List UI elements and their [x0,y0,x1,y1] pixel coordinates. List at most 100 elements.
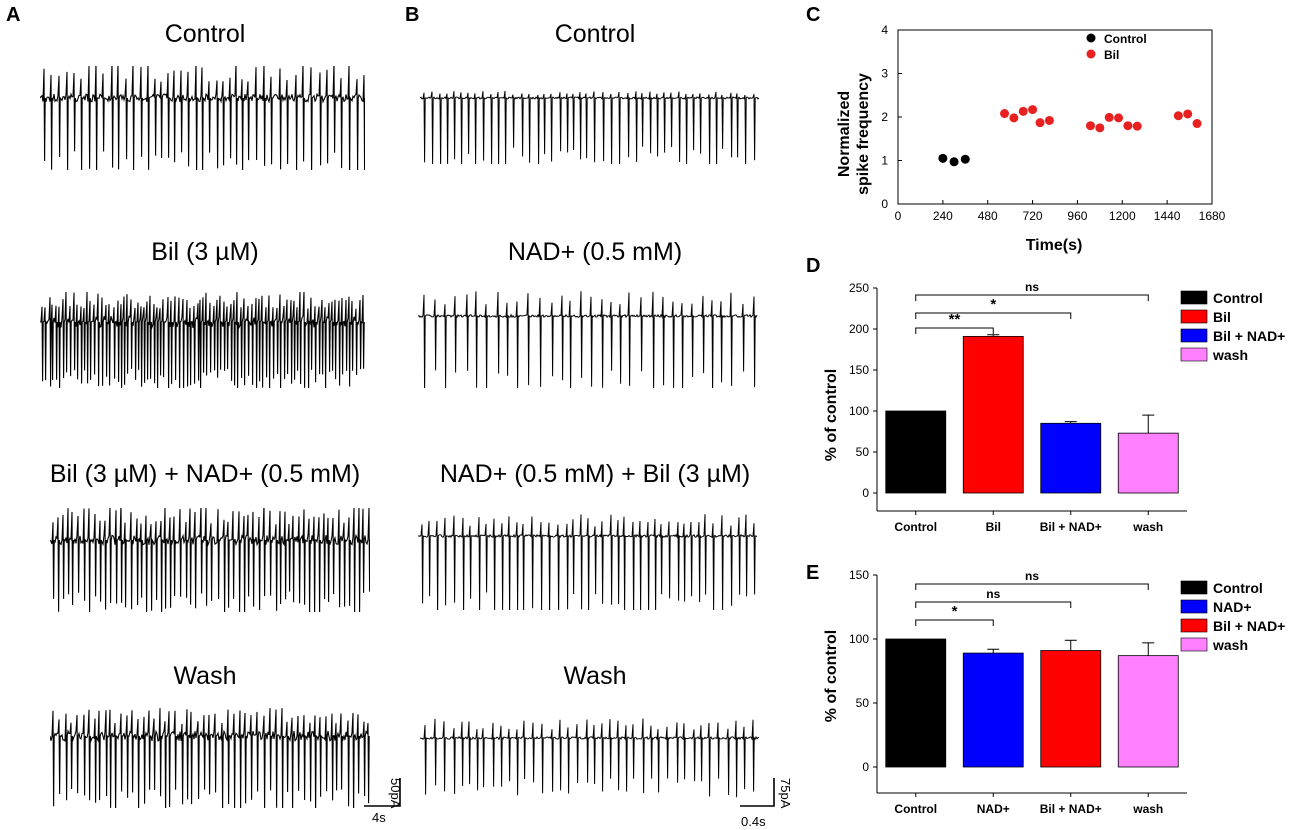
chart-c-xtick-label: 960 [1067,209,1087,223]
chart-c-frame [897,29,1213,205]
chart-c-point-bil [1192,119,1202,129]
chart-c-point-bil [1132,121,1142,131]
chart-e-sig-label: * [952,603,958,620]
chart-c-point-control [949,157,959,167]
chart-c-xtick-label: 1440 [1154,209,1181,223]
chart-c-xtick-label: 480 [978,209,998,223]
chart-e-ytick-label: 0 [862,760,869,774]
chart-c-ytick-label: 1 [881,154,888,168]
trace-b-title-nad: NAD+ (0.5 mM) [507,238,683,266]
chart-c-point-bil [1009,113,1019,123]
chart-d-legend-label: Bil + NAD+ [1213,328,1285,344]
trace-a-title-control: Control [164,20,246,48]
chart-e-sig-label: ns [986,587,1000,601]
trace-path [50,708,370,808]
chart-e-bar [1040,650,1102,768]
chart-c-point-bil [1173,111,1183,121]
trace-path [420,90,760,164]
chart-d-xtick-label: Control [894,520,937,534]
chart-e-legend-swatch [1180,580,1208,595]
chart-d-sig-label: * [990,296,996,313]
chart-d-sig-bracket [915,312,1072,319]
chart-e-bar [1117,655,1179,768]
trace-a-wash [50,708,370,808]
trace-path [40,292,365,388]
scalebar-b-amp: 75pA [778,778,793,809]
chart-c-xtick-label: 240 [933,209,953,223]
chart-d-sig-bracket [915,327,994,334]
chart-c-point-bil [1114,113,1124,123]
chart-c-xtick-label: 1200 [1109,209,1136,223]
chart-c-xtick-label: 720 [1023,209,1043,223]
chart-e-xtick-label: wash [1132,802,1163,816]
chart-d-bar [1040,422,1102,494]
chart-c-ylabel-2: spike frequency [855,73,872,195]
trace-path [50,508,370,612]
scalebar-a [364,778,401,807]
panel-label-c: C [806,4,821,26]
chart-d-xtick-label: Bil [986,520,1001,534]
panel-label-b: B [405,4,420,26]
chart-c-legend-bil: Bil [1104,48,1119,62]
chart-d-bar [962,335,1024,494]
chart-d-ytick-label: 150 [849,363,869,377]
chart-d-ytick-label: 200 [849,322,869,336]
chart-c-ytick-label: 4 [881,23,888,37]
chart-d-xtick-label: wash [1132,520,1163,534]
chart-c-point-control [938,153,948,163]
panel-label-d: D [806,255,821,277]
chart-c-point-control [960,154,970,164]
panel-label-a: A [6,4,21,26]
trace-a-title-bil-nad: Bil (3 µM) + NAD+ (0.5 mM) [49,460,361,488]
trace-b-title-wash: Wash [563,662,627,690]
trace-a-control [40,66,365,170]
chart-d-legend-swatch [1180,328,1208,343]
chart-e-bar [962,652,1024,768]
chart-e-xtick-label: Control [894,802,937,816]
trace-b-control [420,90,760,164]
trace-b-title-control: Control [554,20,636,48]
chart-c-point-bil [1183,109,1193,119]
chart-e-sig-bracket [915,583,1149,590]
chart-c-legend-marker-control [1086,33,1096,43]
chart-e-legend-swatch [1180,637,1208,652]
chart-c-ylabel-1: Normalized [836,91,853,177]
chart-d-legend-swatch [1180,309,1208,324]
chart-c-point-bil [1035,118,1045,128]
trace-path [418,291,758,388]
chart-d-bar [885,410,947,494]
scalebar-b [740,778,775,807]
chart-d-legend-label: Control [1213,290,1263,306]
trace-b-nad-bil [418,514,758,610]
chart-c-ytick-label: 3 [881,67,888,81]
chart-d-bar [1117,432,1179,494]
scalebar-b-time: 0.4s [741,814,766,829]
scalebar-a-amp: 50pA [388,778,403,809]
chart-e-sig-bracket [915,619,994,626]
chart-e-ytick-label: 50 [856,696,870,710]
chart-d-legend-swatch [1180,347,1208,362]
chart-c-point-bil [1104,112,1114,122]
chart-c-legend-marker-bil [1086,49,1096,59]
trace-a-bil [40,292,365,388]
trace-b-wash [420,718,760,798]
chart-e-legend-label: NAD+ [1213,599,1252,615]
chart-c-point-bil [1018,106,1028,116]
chart-e-legend-label: Control [1213,580,1263,596]
chart-e-legend-label: Bil + NAD+ [1213,618,1285,634]
chart-e-sig-bracket [915,601,1072,608]
trace-a-title-wash: Wash [173,662,237,690]
trace-a-bil-nad [50,508,370,612]
chart-d-legend-swatch [1180,290,1208,305]
chart-e-ytick-label: 150 [849,568,869,582]
chart-c-point-bil [1044,115,1054,125]
chart-c-xlabel: Time(s) [1026,237,1083,254]
chart-d-sig-label: ns [1025,280,1039,294]
chart-e-xtick-label: Bil + NAD+ [1040,802,1102,816]
chart-d-ytick-label: 0 [862,486,869,500]
trace-path [418,514,758,610]
trace-path [420,718,760,798]
trace-path [40,66,365,170]
chart-e-legend-label: wash [1212,637,1248,653]
